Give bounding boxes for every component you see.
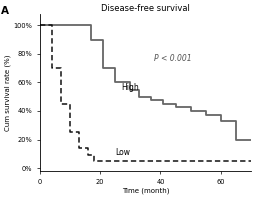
Text: High: High (121, 83, 138, 92)
Text: P < 0.001: P < 0.001 (154, 54, 191, 63)
X-axis label: Time (month): Time (month) (121, 187, 168, 194)
Text: A: A (1, 6, 9, 16)
Title: Disease-free survival: Disease-free survival (101, 4, 189, 13)
Text: Low: Low (115, 148, 130, 157)
Y-axis label: Cum survival rate (%): Cum survival rate (%) (4, 54, 11, 131)
